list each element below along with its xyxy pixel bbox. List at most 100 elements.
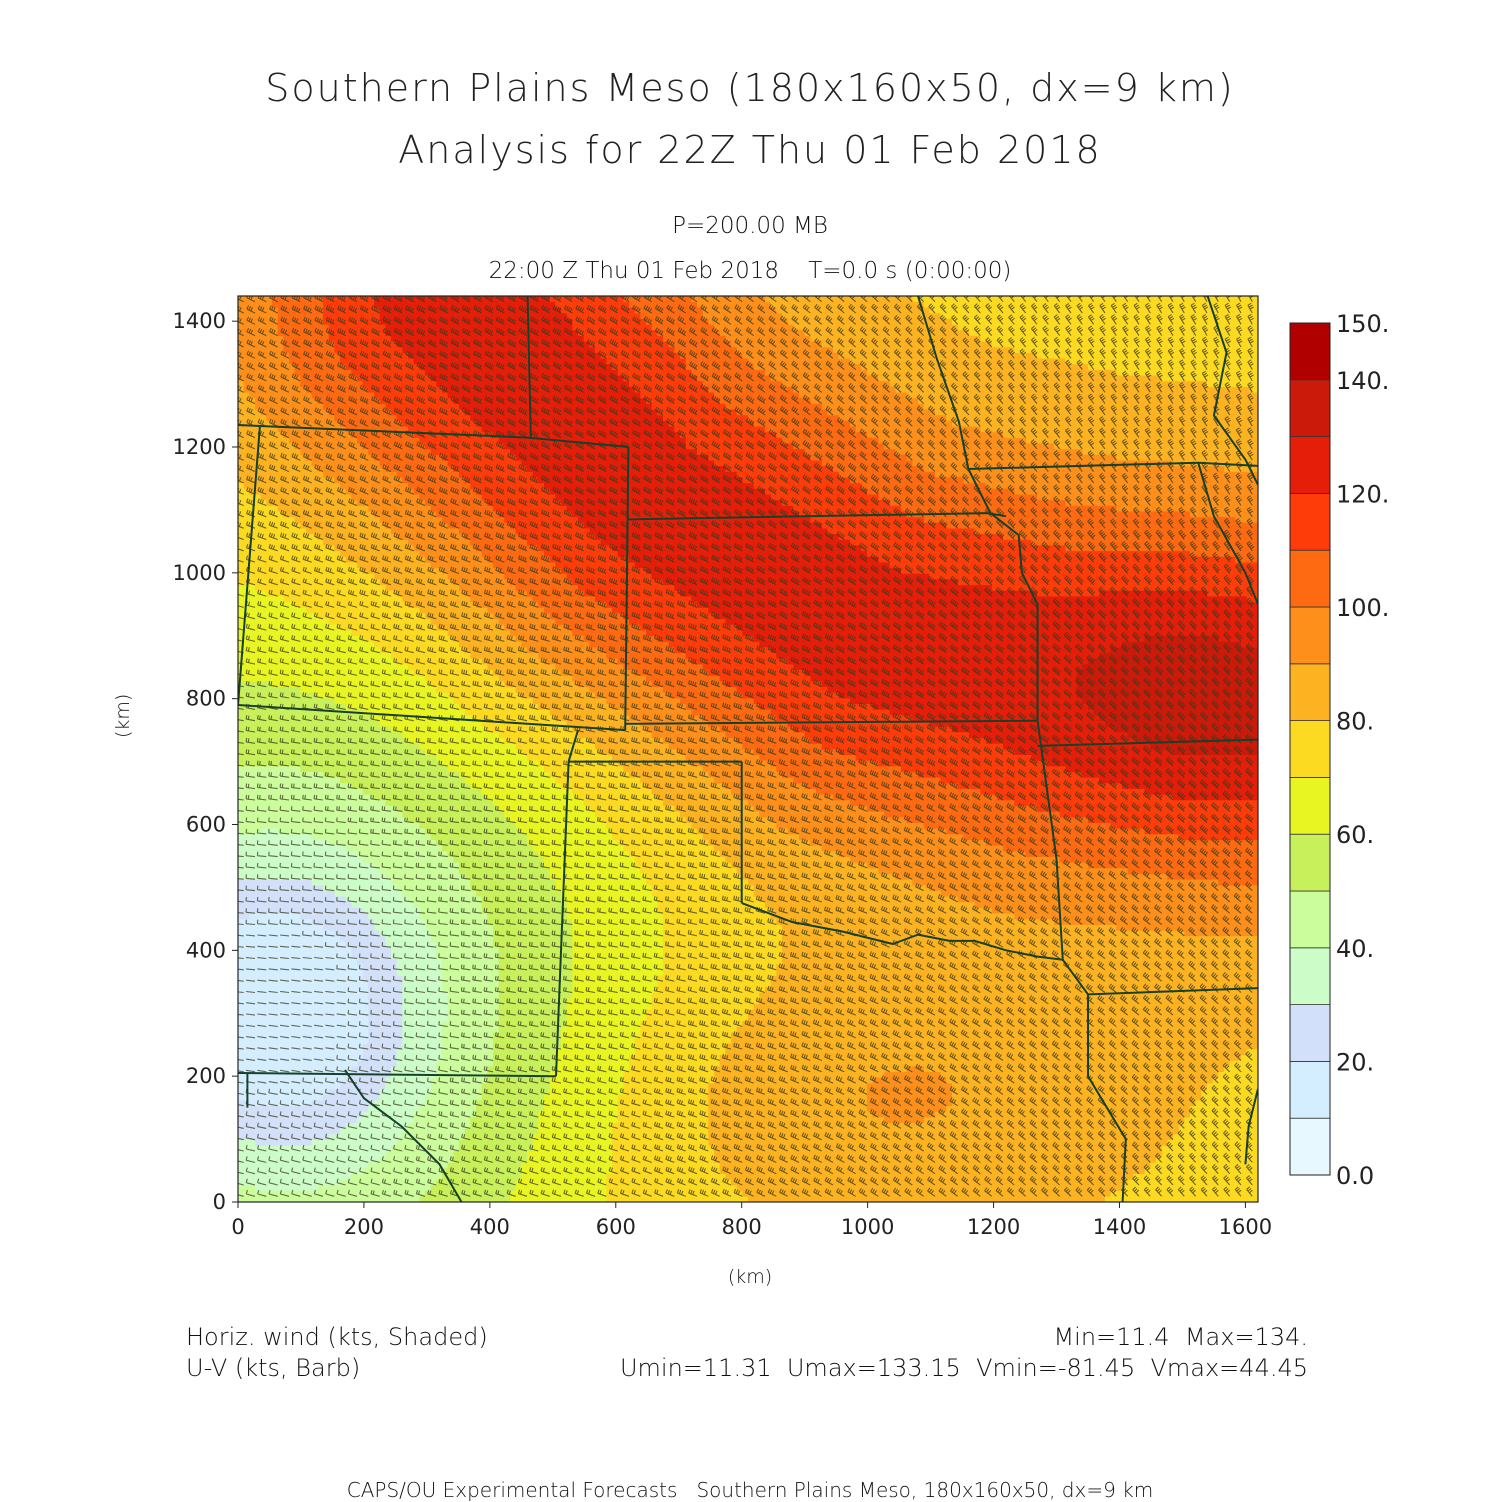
red-river [741, 902, 1063, 961]
shade-cell [238, 1014, 369, 1022]
shade-cell [334, 414, 398, 421]
shade-cell [340, 550, 420, 557]
shade-cell [413, 357, 607, 365]
shade-cell [374, 794, 488, 801]
shade-cell [838, 850, 1027, 857]
shade-cell [425, 369, 619, 376]
shade-cell [379, 1094, 426, 1101]
x-axis-ticks: 0 200 400 600 800 1000 1200 1400 1600 [231, 1202, 1272, 1239]
shade-cell [544, 861, 636, 869]
shade-cell [379, 307, 562, 314]
shade-cell [385, 403, 460, 410]
shade-cell [634, 1048, 726, 1056]
shade-cell [255, 584, 386, 591]
shade-cell [629, 1060, 721, 1067]
shade-cell [238, 1065, 352, 1073]
shade-cell [612, 1122, 709, 1129]
shade-cell [736, 471, 840, 478]
y-tick-label: 0 [213, 1190, 226, 1214]
shade-cell [408, 737, 505, 744]
shade-cell [799, 833, 964, 840]
shade-cell [566, 907, 658, 914]
shade-cell [515, 1184, 607, 1191]
shade-cell [555, 777, 641, 784]
shade-cell [340, 420, 403, 427]
shade-cell [464, 777, 556, 784]
shade-cell [464, 408, 658, 416]
shade-cell [1048, 760, 1258, 767]
shade-cell [453, 697, 534, 704]
shade-cell [238, 980, 369, 988]
shade-cell [487, 1065, 556, 1073]
shade-cell [538, 1111, 619, 1118]
shade-cell [487, 1071, 551, 1078]
shade-cell [991, 907, 1258, 914]
colorbar-swatch [1289, 833, 1331, 892]
shade-cell [238, 601, 296, 608]
shade-cell [691, 822, 777, 829]
shade-cell [357, 850, 449, 857]
shade-cell [986, 482, 1258, 489]
shade-cell [464, 709, 551, 716]
shade-cell [238, 346, 284, 353]
chart-title: Southern Plains Meso (180x160x50, dx=9 k… [265, 66, 1235, 110]
shade-cell [413, 901, 483, 908]
shade-cell [238, 307, 279, 314]
shade-cell [753, 1003, 1258, 1010]
shade-cell [464, 533, 522, 540]
shade-cell [1184, 1116, 1258, 1124]
shade-cell [572, 992, 653, 999]
y-tick-label: 1000 [173, 561, 226, 585]
shade-cell [311, 391, 375, 399]
shade-cell [521, 1167, 613, 1174]
shade-cell [402, 980, 443, 988]
shade-cell [493, 1043, 562, 1050]
shade-cell [323, 1094, 381, 1101]
shade-cell [708, 1139, 1168, 1146]
shade-cell [878, 493, 1038, 501]
shade-cell [634, 1043, 726, 1050]
shade-cell [918, 397, 1258, 404]
shade-cell [442, 386, 636, 393]
y-tick-label: 200 [186, 1064, 226, 1088]
shade-cell [408, 601, 477, 608]
shade-cell [657, 329, 721, 336]
shade-cell [402, 1020, 443, 1027]
shade-cell [238, 743, 420, 750]
shade-cell [379, 867, 460, 874]
shade-cell [708, 1105, 868, 1112]
shade-cell [238, 969, 364, 976]
shade-cell [935, 408, 1258, 416]
shade-cell [544, 482, 755, 489]
shade-cell [770, 975, 1258, 982]
shade-cell [600, 539, 851, 546]
shade-cell [442, 1048, 494, 1056]
shade-cell [442, 1020, 500, 1027]
shade-cell [838, 748, 1015, 755]
shade-cell [623, 612, 715, 620]
shade-cell [317, 1184, 432, 1191]
utah-colorado-border [238, 424, 261, 706]
shade-cell [442, 975, 500, 982]
y-tick-label: 1400 [173, 309, 226, 333]
shade-cell [861, 482, 987, 489]
shade-cell [408, 352, 602, 359]
shade-cell [617, 1105, 709, 1112]
shade-cell [498, 618, 556, 625]
shade-cell [391, 1145, 460, 1152]
shade-cell [612, 363, 687, 370]
shade-cell [623, 1077, 715, 1084]
shade-cell [821, 680, 1078, 688]
shade-cell [555, 1054, 630, 1061]
kansas-missouri-border [989, 512, 1039, 721]
shade-cell [498, 675, 573, 682]
shade-cell [238, 850, 358, 857]
shade-cell [498, 1014, 568, 1022]
shade-cell [453, 1150, 528, 1157]
shade-cell [470, 595, 534, 603]
shade-cell [725, 856, 851, 863]
x-tick-label: 400 [470, 1215, 510, 1239]
shade-cell [425, 675, 500, 682]
x-tick-label: 1000 [841, 1215, 894, 1239]
shade-cell [493, 1054, 556, 1061]
